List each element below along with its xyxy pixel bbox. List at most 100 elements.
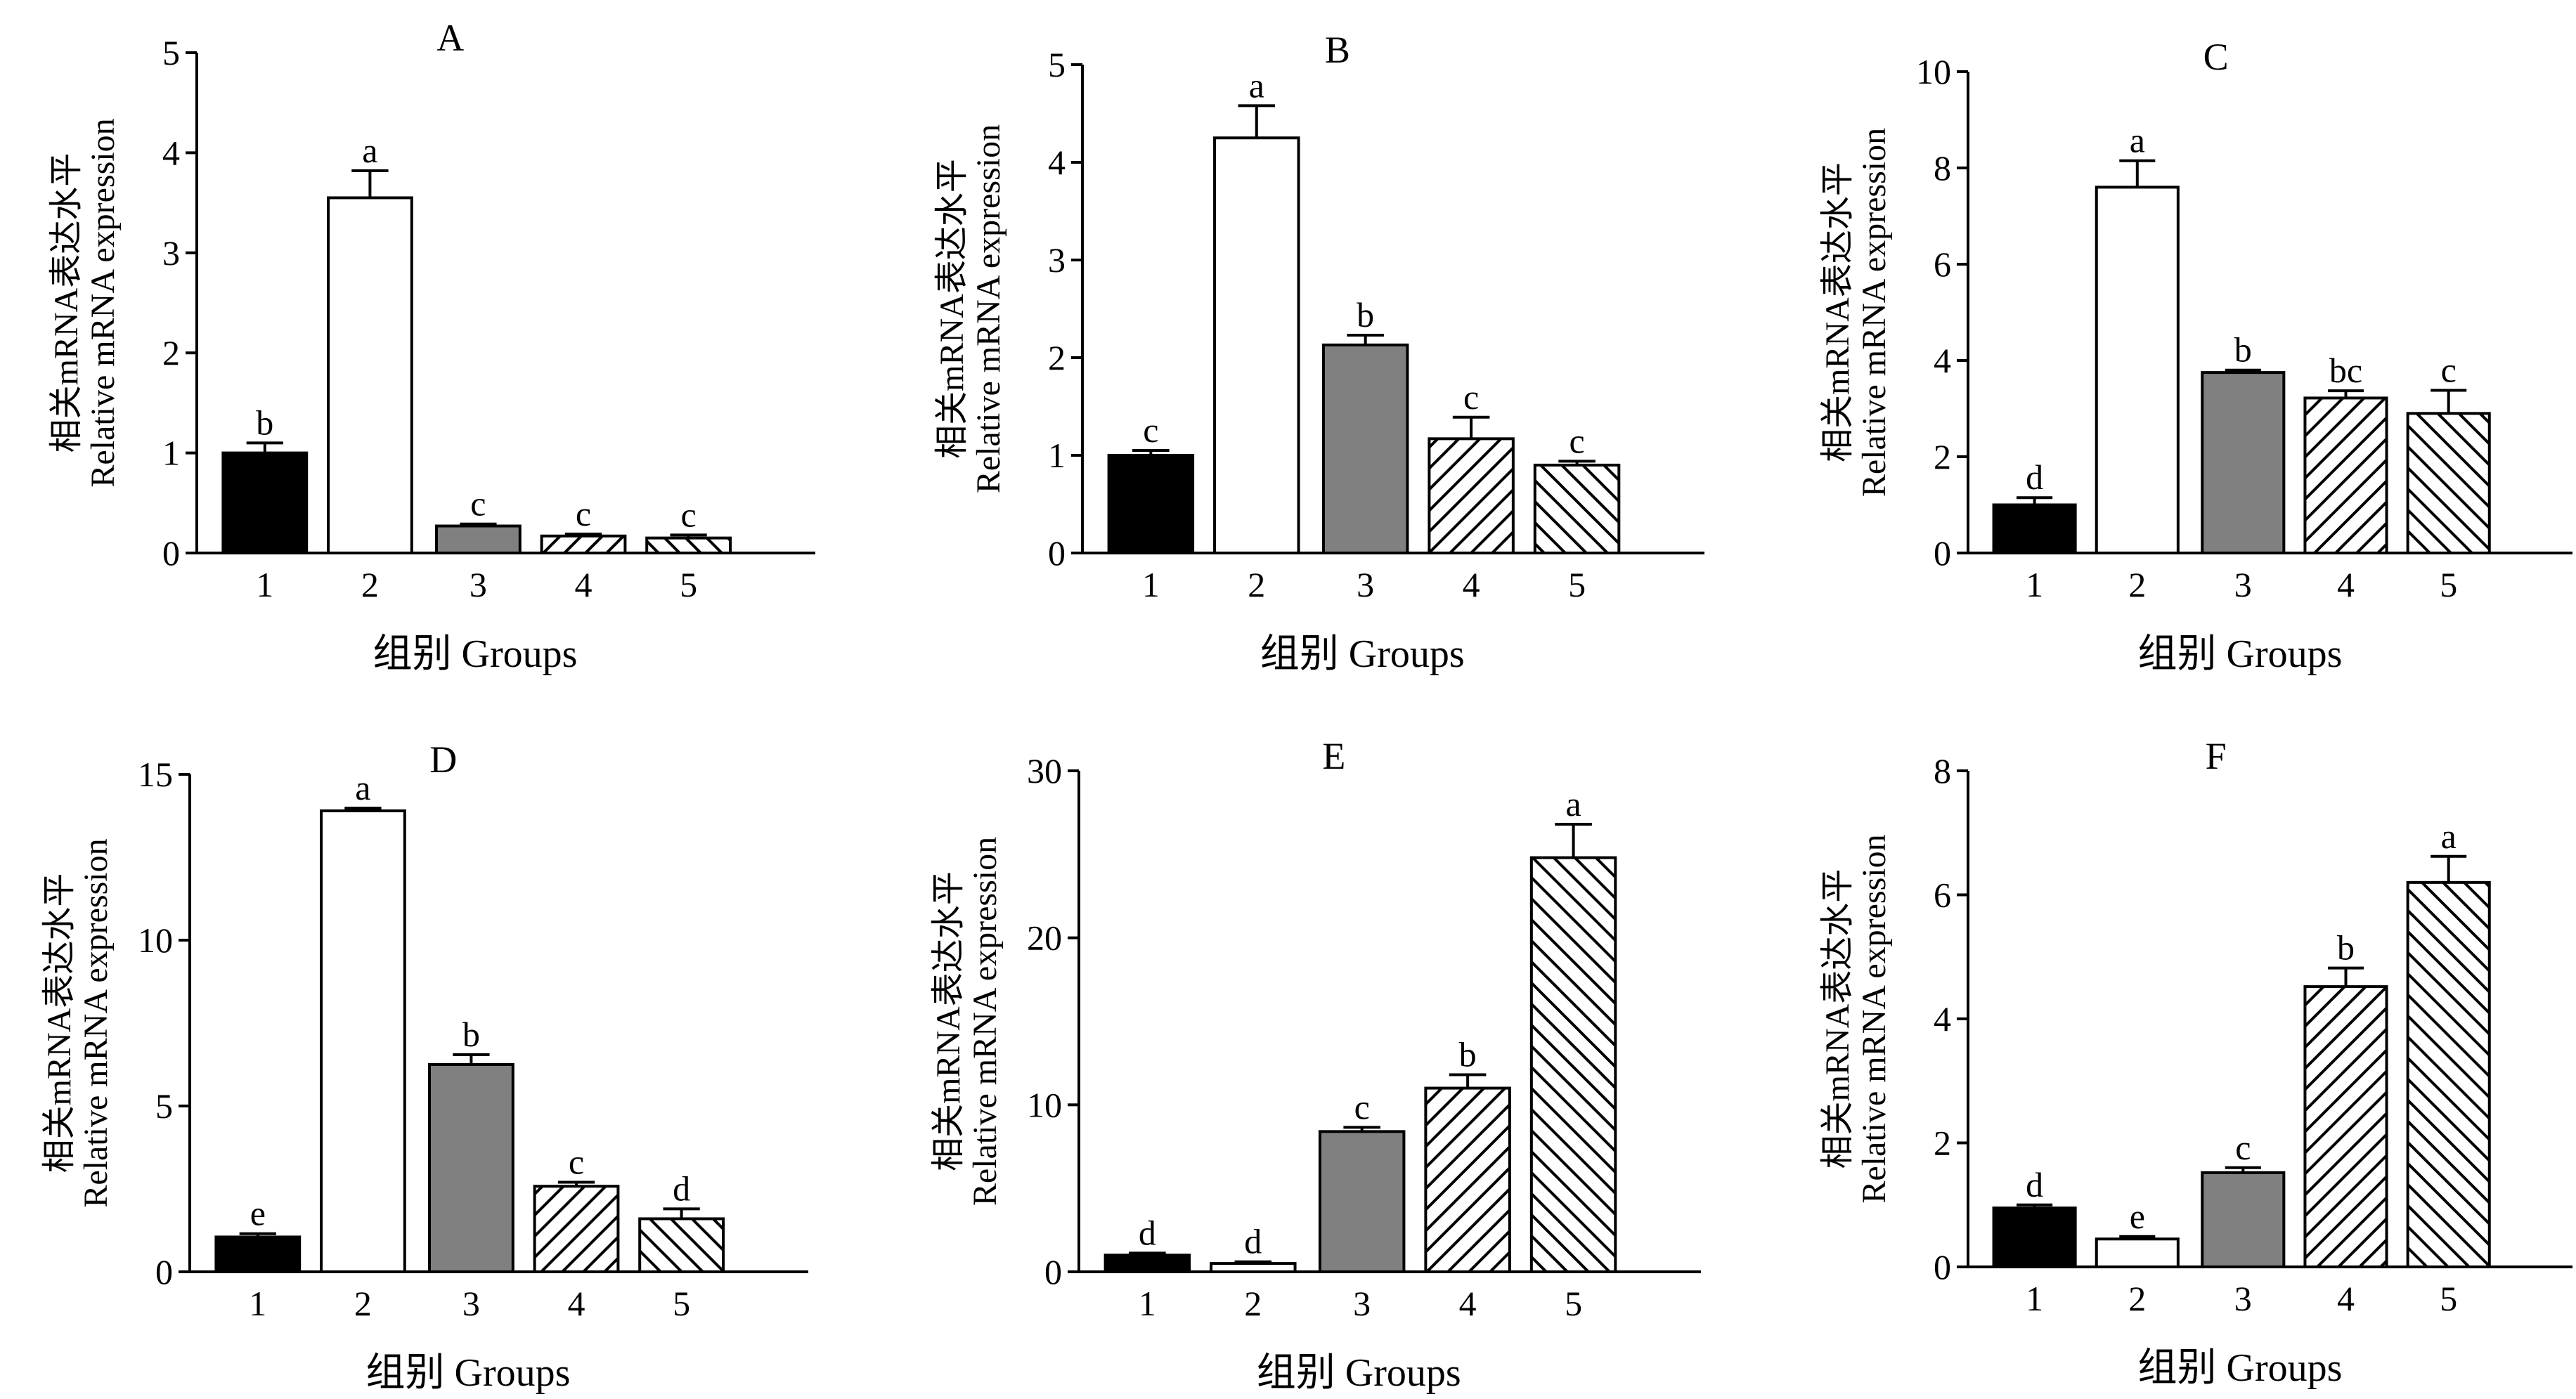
y-axis-title-cn: 相关mRNA表达水平	[41, 873, 78, 1173]
y-axis-title-cn: 相关mRNA表达水平	[930, 871, 967, 1171]
significance-letter: b	[1357, 295, 1374, 334]
chart-title: E	[1322, 735, 1345, 777]
bar-group-1	[1103, 1254, 1191, 1273]
y-tick-label: 4	[162, 133, 180, 172]
x-tick-label: 2	[2128, 565, 2146, 604]
bar-group-4	[540, 534, 627, 554]
y-tick-label: 0	[1048, 533, 1066, 573]
y-tick-label: 0	[155, 1252, 173, 1291]
bar-group-3	[1318, 1130, 1406, 1273]
x-tick-label: 1	[256, 565, 273, 604]
y-tick-label: 10	[1916, 52, 1951, 91]
y-tick-label: 3	[162, 233, 180, 273]
bar-group-2	[327, 196, 413, 554]
y-tick-label: 6	[1934, 876, 1951, 915]
y-tick-label: 8	[1934, 148, 1951, 188]
bar-group-3	[435, 524, 522, 554]
bar-group-5	[638, 1217, 725, 1273]
y-tick-label: 0	[162, 533, 180, 573]
significance-letter: a	[362, 131, 377, 170]
x-tick-label: 1	[1139, 1284, 1156, 1323]
x-tick-label: 3	[2234, 565, 2252, 604]
x-tick-label: 2	[354, 1284, 372, 1323]
significance-letter: b	[2234, 330, 2252, 370]
significance-letter: c	[680, 495, 696, 534]
y-axis-title-cn: 相关mRNA表达水平	[933, 159, 971, 459]
bar-group-3	[428, 1063, 514, 1273]
chart-title: F	[2206, 735, 2227, 777]
x-tick-label: 1	[1142, 565, 1160, 604]
x-tick-label: 3	[1357, 565, 1374, 604]
x-tick-label: 5	[1565, 1284, 1582, 1323]
y-tick-label: 4	[1934, 341, 1951, 380]
significance-letter: a	[355, 768, 370, 807]
chart-title: C	[2203, 36, 2229, 78]
y-tick-label: 6	[1934, 245, 1951, 284]
chart-panel-b: 0 1 2 3 4 5 Bc 1 a 2 b 3 c 4 c 5 组别 Groups 相关mRNA表达水平 Rela…	[933, 29, 1704, 676]
significance-letter: c	[2441, 350, 2457, 389]
x-tick-label: 3	[2234, 1279, 2252, 1318]
significance-letter: e	[2130, 1197, 2145, 1236]
y-tick-label: 3	[1048, 240, 1066, 280]
x-axis-title: 组别 Groups	[1257, 1351, 1461, 1395]
bar-group-4	[2303, 985, 2388, 1268]
chart-title: B	[1325, 29, 1350, 71]
x-tick-label: 4	[568, 1284, 585, 1323]
significance-letter: c	[470, 484, 486, 523]
significance-letter: d	[1139, 1213, 1156, 1252]
bar-group-5	[645, 536, 732, 555]
significance-letter: e	[250, 1194, 266, 1233]
bar-group-2	[1210, 1262, 1297, 1274]
x-tick-label: 4	[2337, 1279, 2355, 1318]
x-tick-label: 2	[361, 565, 379, 604]
bar-group-4	[533, 1185, 620, 1273]
significance-letter: b	[1459, 1035, 1477, 1074]
chart-panel-f: 0 2 4 6 8 Fd 1 e 2 c 3 b 4 a 5 组别 Groups 相关mRNA表达水平 Relat…	[1819, 735, 2572, 1390]
x-tick-label: 4	[575, 565, 593, 604]
bar-group-1	[214, 1235, 302, 1273]
significance-letter: c	[1354, 1087, 1370, 1126]
bar-group-5	[1533, 463, 1621, 555]
x-tick-label: 5	[2440, 565, 2457, 604]
y-tick-label: 15	[138, 755, 173, 794]
bar-group-2	[1213, 136, 1300, 554]
y-tick-label: 4	[1934, 999, 1951, 1039]
significance-letter: a	[2441, 816, 2457, 856]
y-tick-label: 10	[1027, 1085, 1062, 1124]
y-tick-label: 0	[1934, 1247, 1951, 1287]
x-tick-label: 1	[249, 1284, 266, 1323]
bar-group-2	[2095, 186, 2180, 554]
significance-letter: d	[2026, 457, 2043, 497]
significance-letter: a	[2130, 121, 2145, 160]
bar-group-1	[1992, 503, 2077, 554]
y-axis-title-en: Relative mRNA expression	[970, 124, 1007, 493]
y-axis-title-en: Relative mRNA expression	[1856, 834, 1893, 1203]
bar-group-3	[2201, 371, 2286, 554]
y-tick-label: 20	[1027, 918, 1062, 958]
x-tick-label: 5	[2440, 1279, 2457, 1318]
y-tick-label: 2	[162, 333, 180, 372]
x-tick-label: 5	[673, 1284, 690, 1323]
significance-letter: d	[2026, 1165, 2043, 1204]
y-axis-title-cn: 相关mRNA表达水平	[1819, 869, 1856, 1169]
y-tick-label: 2	[1934, 437, 1951, 476]
x-tick-label: 4	[1459, 1284, 1477, 1323]
significance-letter: c	[2235, 1128, 2251, 1167]
significance-letter: bc	[2329, 351, 2362, 390]
y-tick-label: 5	[162, 33, 180, 72]
chart-panel-d: 0 5 10 15 De 1 a 2 b 3 c 4 d 5 组别 Groups 相关mRNA表达水平 Rela…	[41, 738, 808, 1395]
significance-letter: c	[1143, 410, 1158, 450]
x-axis-title: 组别 Groups	[373, 632, 578, 676]
bar-group-1	[1107, 454, 1195, 554]
x-tick-label: 3	[1353, 1284, 1371, 1323]
chart-panel-c: 0 2 4 6 8 10 Cd 1 a 2 b 3 bc 4 c 5 组别 Groups 相关mRNA表达水平 Re…	[1819, 36, 2572, 676]
y-tick-label: 30	[1027, 751, 1062, 790]
y-axis-title-en: Relative mRNA expression	[1856, 128, 1893, 497]
significance-letter: d	[1244, 1222, 1262, 1261]
x-tick-label: 4	[1463, 565, 1480, 604]
bar-group-2	[2095, 1237, 2180, 1268]
significance-letter: d	[673, 1169, 690, 1208]
bar-group-5	[2406, 880, 2491, 1268]
y-tick-label: 1	[1048, 436, 1066, 475]
y-tick-label: 0	[1044, 1252, 1062, 1291]
